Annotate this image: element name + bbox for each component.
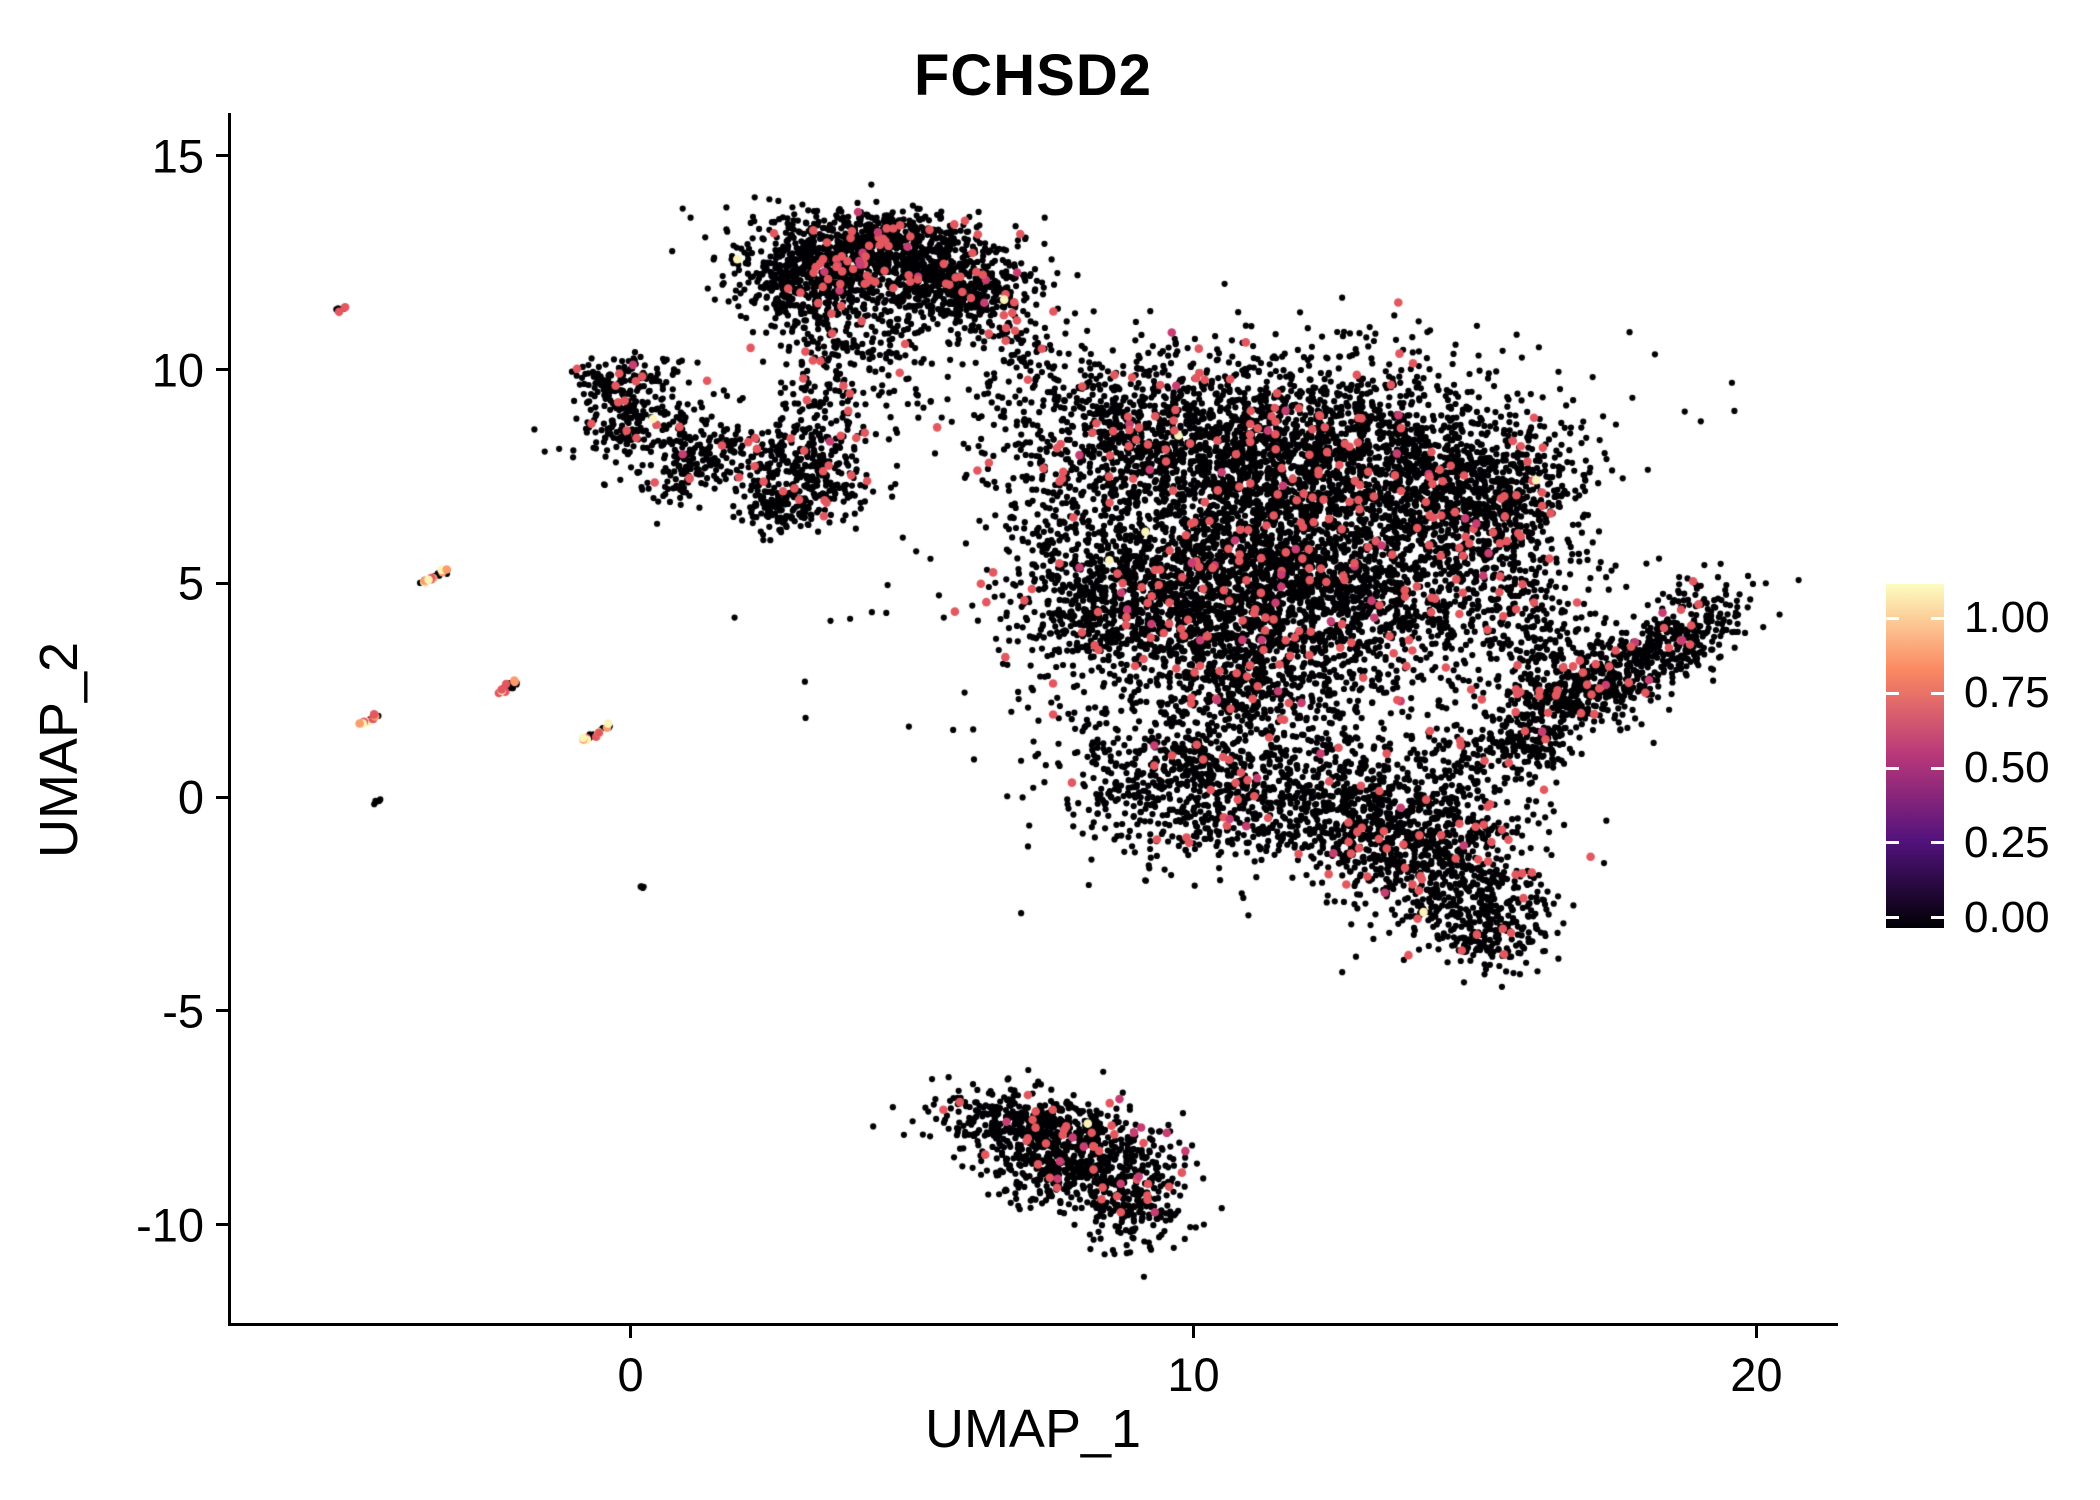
y-tick-mark xyxy=(216,795,231,799)
x-tick-label: 10 xyxy=(1167,1348,1220,1401)
colorbar-tick-mark xyxy=(1886,766,1899,770)
scatter-canvas xyxy=(231,113,1838,1323)
colorbar-tick-mark xyxy=(1931,766,1944,770)
colorbar-tick-mark xyxy=(1931,916,1944,920)
y-tick-label: 5 xyxy=(177,556,204,610)
colorbar-tick-mark xyxy=(1886,691,1899,695)
x-tick-mark xyxy=(1754,1323,1758,1338)
colorbar-tick-mark xyxy=(1886,841,1899,845)
y-axis-title: UMAP_2 xyxy=(29,641,89,859)
y-tick-label: -10 xyxy=(136,1198,204,1252)
x-axis-title: UMAP_1 xyxy=(924,1399,1142,1459)
y-tick-label: -5 xyxy=(162,984,204,1038)
colorbar-tick-mark xyxy=(1886,916,1899,920)
colorbar-tick-mark xyxy=(1931,616,1944,620)
y-tick-mark xyxy=(216,368,231,372)
x-tick-mark xyxy=(1192,1323,1195,1338)
x-tick-label: 0 xyxy=(617,1348,644,1401)
y-tick-label: 10 xyxy=(151,343,204,397)
y-tick-mark xyxy=(216,581,231,585)
colorbar-tick-label: 0.75 xyxy=(1964,668,2050,718)
colorbar-tick-label: 1.00 xyxy=(1964,593,2050,643)
plot-area xyxy=(228,113,1838,1326)
colorbar-tick-label: 0.25 xyxy=(1964,817,2050,867)
colorbar-tick-label: 0.00 xyxy=(1964,892,2050,942)
colorbar-tick-mark xyxy=(1886,616,1899,620)
x-tick-label: 20 xyxy=(1730,1348,1783,1401)
colorbar-tick-mark xyxy=(1931,691,1944,695)
x-tick-mark xyxy=(629,1323,633,1338)
y-tick-label: 0 xyxy=(177,770,204,824)
chart-title: FCHSD2 xyxy=(913,43,1153,108)
y-tick-mark xyxy=(216,1009,231,1013)
y-tick-mark xyxy=(216,1223,231,1227)
colorbar-tick-mark xyxy=(1931,841,1944,845)
colorbar-tick-label: 0.50 xyxy=(1964,743,2050,793)
y-tick-label: 15 xyxy=(151,129,204,183)
y-tick-mark xyxy=(216,154,231,158)
colorbar-gradient xyxy=(1886,584,1944,928)
colorbar-legend xyxy=(1886,584,2100,928)
